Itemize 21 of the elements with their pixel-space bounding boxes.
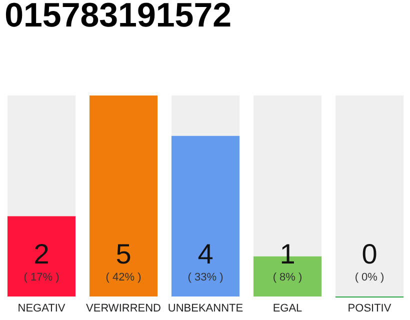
annotation: ( 17% )	[24, 272, 60, 284]
data-label: 4	[198, 238, 214, 270]
bar	[7, 96, 76, 216]
annotation: ( 33% )	[188, 272, 224, 284]
chart-title: 015783191572	[4, 0, 232, 34]
annotation: ( 0% )	[354, 272, 384, 284]
bar	[7, 216, 76, 296]
annotation: ( 8% )	[272, 272, 302, 284]
x-tick-label: EGAL	[272, 302, 302, 314]
annotation: ( 42% )	[106, 272, 142, 284]
data-label: 2	[34, 238, 50, 270]
bar	[89, 96, 158, 296]
data-label: 0	[362, 238, 378, 270]
bar	[171, 96, 240, 136]
x-tick-label: VERWIRREND	[86, 302, 162, 314]
bar	[335, 96, 404, 296]
bar	[171, 136, 240, 296]
data-label: 5	[116, 238, 132, 270]
x-tick-label: UNBEKANNTE	[168, 302, 244, 314]
x-tick-label: POSITIV	[348, 302, 392, 314]
x-tick-label: NEGATIV	[18, 302, 66, 314]
